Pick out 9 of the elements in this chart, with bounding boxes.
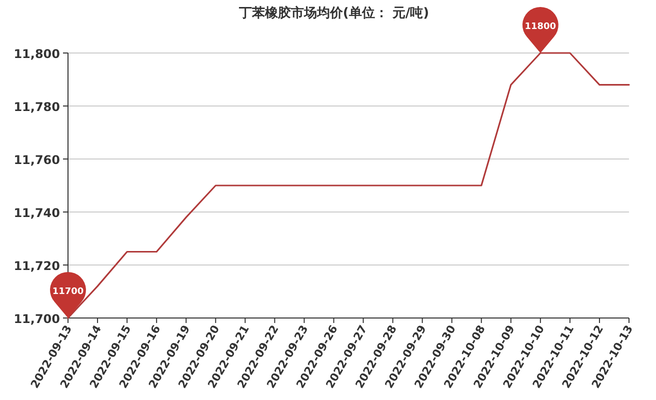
pin: 11800 bbox=[522, 6, 558, 53]
y-tick-label: 11,800 bbox=[14, 47, 60, 61]
y-tick-label: 11,760 bbox=[14, 153, 60, 167]
y-tick-label: 11,780 bbox=[14, 100, 60, 114]
annotation: 11700 bbox=[52, 287, 84, 297]
y-tick-label: 11,720 bbox=[14, 259, 60, 273]
annotation: 11800 bbox=[524, 22, 556, 32]
y-tick-label: 11,740 bbox=[14, 206, 60, 220]
chart-title: 丁苯橡胶市场均价(单位： 元/吨) bbox=[238, 5, 430, 21]
